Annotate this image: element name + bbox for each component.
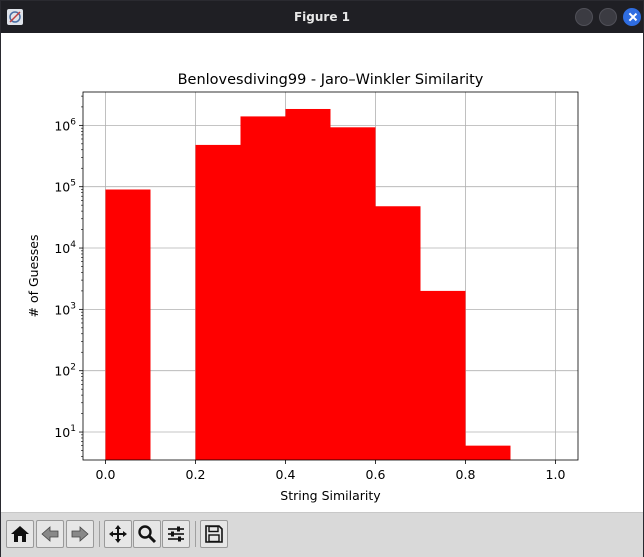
x-tick-label: 0.6 <box>366 467 386 482</box>
histogram-bar <box>240 116 286 461</box>
save-button[interactable] <box>200 520 228 548</box>
histogram-bar <box>420 290 466 460</box>
magnifier-icon <box>138 525 157 544</box>
histogram-chart: 0.0 0.2 0.4 0.6 0.8 1.0 101 102 103 104 105 106 Ben… <box>26 72 579 503</box>
y-tick-label: 106 <box>54 117 76 133</box>
y-tick-label: 101 <box>54 424 76 440</box>
x-tick-label: 0.2 <box>186 467 206 482</box>
x-tick-label: 0.0 <box>96 467 116 482</box>
forward-button[interactable] <box>66 520 94 548</box>
chart-title: Benlovesdiving99 - Jaro–Winkler Similari… <box>178 72 484 88</box>
minimize-button[interactable] <box>575 8 593 26</box>
back-button[interactable] <box>36 520 64 548</box>
home-button[interactable] <box>6 520 34 548</box>
x-tick-label: 1.0 <box>546 467 566 482</box>
move-icon <box>109 525 127 543</box>
x-tick-label: 0.8 <box>456 467 476 482</box>
maximize-button[interactable] <box>599 8 617 26</box>
axis-ticks: 0.0 0.2 0.4 0.6 0.8 1.0 101 102 103 104 105 106 <box>54 95 566 482</box>
toolbar-separator <box>195 521 196 547</box>
y-tick-label: 104 <box>54 240 76 256</box>
configure-subplots-button[interactable] <box>162 520 190 548</box>
zoom-button[interactable] <box>133 520 161 548</box>
histogram-bar <box>465 445 511 460</box>
histogram-bar <box>330 127 376 460</box>
figure-canvas[interactable]: 0.0 0.2 0.4 0.6 0.8 1.0 101 102 103 104 105 106 Ben… <box>1 33 643 512</box>
window-title: Figure 1 <box>293 10 351 24</box>
histogram-bar <box>105 189 151 461</box>
home-icon <box>11 526 29 542</box>
histogram-bar <box>375 206 421 460</box>
sliders-icon <box>168 526 184 542</box>
y-axis-label: # of Guesses <box>26 235 41 318</box>
x-tick-label: 0.4 <box>276 467 296 482</box>
back-arrow-icon <box>41 526 59 542</box>
histogram-bar <box>195 144 241 460</box>
floppy-disk-icon <box>205 525 223 543</box>
y-tick-label: 103 <box>54 301 76 317</box>
title-bar: Figure 1 <box>1 1 643 33</box>
y-tick-label: 105 <box>54 179 76 195</box>
navigation-toolbar <box>1 512 643 557</box>
forward-arrow-icon <box>71 526 89 542</box>
histogram-bar <box>285 108 331 460</box>
matplotlib-app-icon <box>7 9 23 25</box>
x-axis-label: String Similarity <box>280 488 381 503</box>
pan-button[interactable] <box>104 520 132 548</box>
axes-frame <box>82 91 579 461</box>
y-tick-label: 102 <box>54 363 76 379</box>
close-button[interactable] <box>623 8 641 26</box>
toolbar-separator <box>99 521 100 547</box>
histogram-bars <box>105 108 511 461</box>
